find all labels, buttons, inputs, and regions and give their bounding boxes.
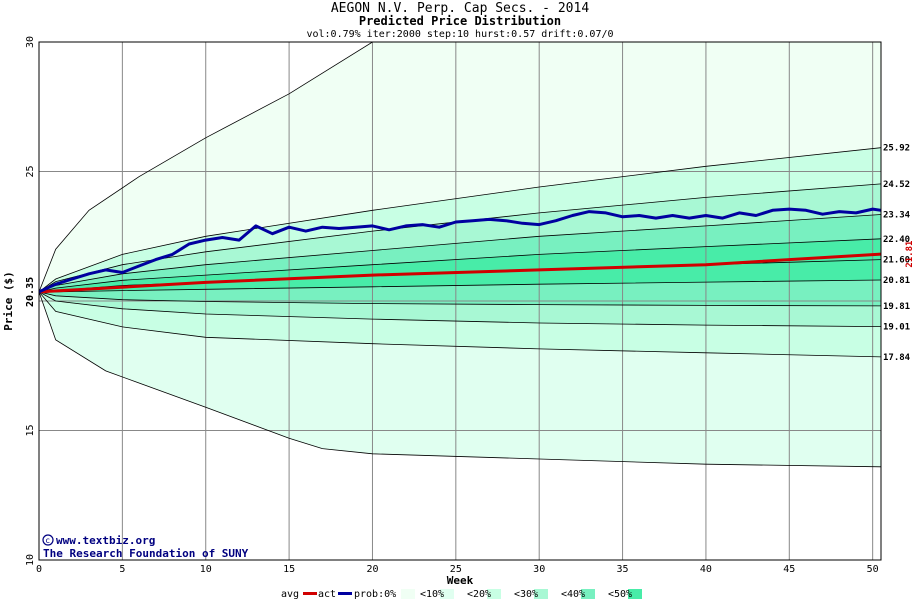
credit-org: The Research Foundation of SUNY: [43, 547, 249, 560]
legend-act-swatch: [338, 592, 352, 595]
x-tick-label: 10: [200, 564, 212, 575]
legend-item-label: <20%: [467, 589, 491, 600]
credit: c www.textbiz.org The Research Foundatio…: [42, 534, 249, 560]
percentile-label: 23.34: [883, 210, 911, 220]
x-tick-label: 0: [36, 564, 42, 575]
legend-avg-swatch: [303, 592, 317, 595]
probability-bands: [39, 42, 881, 467]
y-tick-label: 20: [25, 295, 36, 307]
envelope-p_hi2: [38, 183, 882, 293]
legend-swatch: [534, 589, 548, 599]
legend-item-label: <30%: [514, 589, 538, 600]
series-act: [38, 207, 882, 294]
y-tick-label: 30: [25, 36, 36, 48]
x-axis-title: Week: [447, 574, 474, 587]
envelope-p_lo4: [38, 291, 882, 358]
legend-item-label: <10%: [420, 589, 444, 600]
legend-swatch: [487, 589, 501, 599]
x-tick-label: 5: [119, 564, 125, 575]
x-tick-label: 15: [283, 564, 295, 575]
y-tick-label: 25: [25, 165, 36, 177]
envelope-p_lo2: [38, 291, 882, 307]
right-percentile-labels: 25.92 24.52 23.34 22.40 21.60 20.81 19.81 19.01…: [883, 144, 911, 363]
copyright-icon: [42, 534, 54, 546]
chart-title: AEGON N.V. Perp. Cap Secs. - 2014: [331, 1, 589, 16]
x-tick-labels: 0 5 10 15 20 25 30 35 40 45 50: [36, 564, 879, 575]
envelope-p_hi3: [38, 214, 882, 293]
percentile-label: 19.01: [883, 323, 910, 333]
x-tick-label: 45: [783, 564, 795, 575]
y-axis-title: Price ($): [2, 271, 15, 331]
legend-swatch-0: [401, 589, 415, 599]
x-tick-label: 25: [450, 564, 462, 575]
legend-swatch: [581, 589, 595, 599]
start-price-label: 20.35: [25, 277, 36, 307]
x-tick-label: 20: [366, 564, 378, 575]
envelope-p_lo3: [38, 291, 882, 327]
legend-swatch: [628, 589, 642, 599]
percentile-label: 22.40: [883, 235, 910, 245]
copyright-icon-glyph: c: [46, 536, 50, 545]
chart-params: vol:0.79% iter:2000 step:10 hurst:0.57 d…: [306, 29, 613, 40]
credit-url[interactable]: www.textbiz.org: [56, 534, 155, 547]
percentile-label: 21.60: [883, 256, 910, 266]
x-tick-label: 35: [617, 564, 629, 575]
end-price-label: 21.81: [905, 241, 915, 268]
x-tick-label: 30: [533, 564, 545, 575]
legend-avg-label: avg: [281, 589, 299, 600]
percentile-label: 25.92: [883, 144, 910, 154]
plot-border: [38, 41, 882, 561]
envelope-min: [38, 291, 882, 468]
x-tick-label: 50: [867, 564, 879, 575]
legend: avg act prob:0% <10% <20% <30% <40% <50%: [281, 589, 642, 600]
percentile-label: 19.81: [883, 302, 910, 312]
envelope-p_hi1: [38, 147, 882, 293]
percentile-label: 17.84: [883, 353, 911, 363]
legend-swatch: [440, 589, 454, 599]
chart-subtitle: Predicted Price Distribution: [359, 14, 561, 28]
y-tick-label: 10: [25, 554, 36, 566]
legend-item-label: <40%: [561, 589, 585, 600]
y-tick-labels: 10 15 20 25 30: [25, 36, 36, 566]
legend-prob-label: prob:0%: [354, 589, 396, 600]
legend-act-label: act: [318, 589, 336, 600]
y-tick-label: 15: [25, 424, 36, 436]
band-50: [39, 238, 881, 292]
x-tick-label: 40: [700, 564, 712, 575]
envelope-p_hi4: [38, 238, 882, 293]
percentile-label: 20.81: [883, 276, 910, 286]
series-lines: [38, 207, 882, 294]
percentile-label: 24.52: [883, 180, 910, 190]
legend-item-label: <50%: [608, 589, 632, 600]
series-avg: [38, 252, 882, 294]
